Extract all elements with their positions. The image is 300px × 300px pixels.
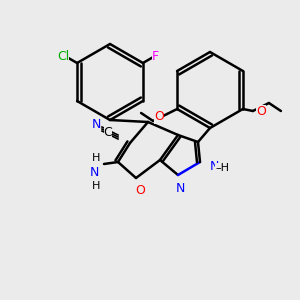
- Text: N: N: [175, 182, 185, 194]
- Text: O: O: [135, 184, 145, 197]
- Text: N: N: [209, 160, 219, 172]
- Text: N: N: [89, 166, 99, 178]
- Text: H: H: [92, 181, 100, 191]
- Text: O: O: [154, 110, 164, 124]
- Text: –H: –H: [215, 163, 229, 173]
- Text: C: C: [103, 127, 112, 140]
- Text: H: H: [92, 153, 100, 163]
- Text: Cl: Cl: [57, 50, 69, 62]
- Text: N: N: [91, 118, 101, 131]
- Text: F: F: [152, 50, 159, 64]
- Text: O: O: [256, 104, 266, 118]
